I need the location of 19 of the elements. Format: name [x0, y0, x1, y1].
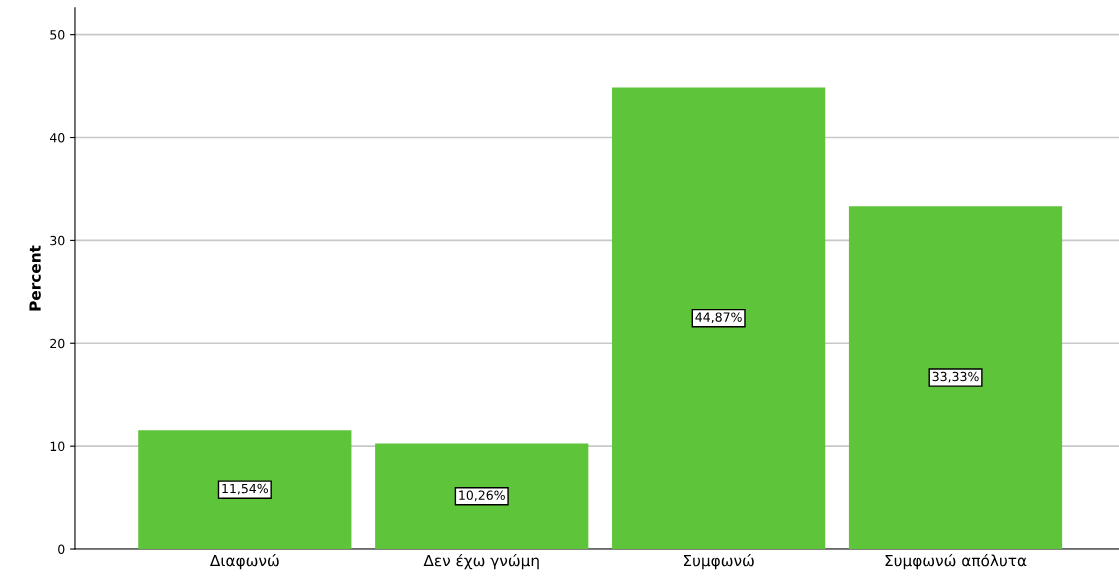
data-label: 11,54%: [222, 483, 268, 495]
data-label: 44,87%: [695, 312, 742, 324]
y-axis-title: Percent: [29, 245, 41, 311]
data-label: 33,33%: [932, 371, 979, 383]
bar: [138, 430, 352, 550]
x-tick-label: Συμφωνώ απόλυτα: [885, 553, 1027, 570]
bar: [612, 87, 826, 550]
x-tick-label: Συμφωνώ: [683, 553, 754, 570]
y-tick-label: 50: [50, 30, 65, 40]
y-tick-label: 30: [50, 235, 65, 246]
y-tick-label: 40: [49, 132, 65, 143]
bar: [848, 206, 1063, 550]
y-tick-label: 0: [58, 544, 65, 554]
x-tick-label: Δεν έχω γνώμη: [423, 553, 539, 570]
bar: [375, 443, 589, 550]
y-tick-label: 10: [50, 441, 65, 452]
y-tick-label: 20: [50, 338, 65, 349]
x-tick-label: Διαφωνώ: [210, 553, 279, 570]
data-label: 10,26%: [459, 490, 505, 502]
